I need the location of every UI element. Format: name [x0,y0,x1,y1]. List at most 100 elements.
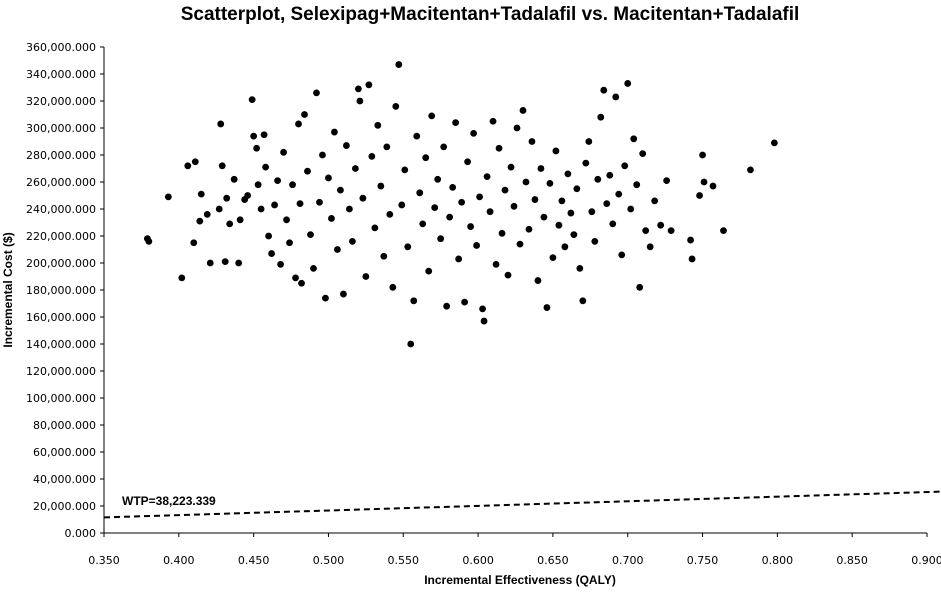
y-tick-label: 360,000.000 [26,41,96,54]
data-point [561,243,569,251]
data-point [534,277,542,284]
data-point [479,305,486,313]
data-point [600,86,608,94]
y-tick-label: 140,000.000 [26,338,96,351]
data-point [298,279,305,287]
data-point [203,211,211,218]
data-point [486,208,494,216]
data-point [770,139,778,147]
y-tick-label: 160,000.000 [26,311,96,324]
wtp-label: WTP=38,223.339 [122,494,216,508]
data-point [235,259,243,267]
y-tick-label: 100,000.000 [26,392,96,405]
data-point [621,162,629,170]
data-point [377,182,385,190]
data-point [624,80,632,87]
data-point [588,208,596,216]
data-point [636,283,644,291]
x-tick-label: 0.650 [537,554,569,567]
data-point [519,107,527,114]
data-point [516,240,524,248]
data-point [313,89,320,97]
data-point [633,181,641,189]
x-tick-label: 0.850 [836,554,868,567]
data-point [522,178,530,186]
data-point [362,273,370,280]
data-point [642,227,650,235]
data-point [489,117,497,125]
y-tick-label: 0.000 [65,527,97,540]
data-point [504,271,512,279]
data-point [217,120,225,128]
data-point [351,165,359,172]
data-point [646,243,654,251]
data-point [322,294,329,302]
data-point [579,297,587,305]
data-point [688,255,696,263]
data-point [657,221,665,229]
data-point [464,158,472,166]
data-point [612,93,620,101]
data-point [618,251,626,259]
data-point [244,192,252,199]
data-point [639,150,647,158]
data-point [277,260,284,268]
y-axis-ticks: 0.000 20,000.000 40,000.000 60,000.000 80,00… [26,41,104,540]
data-point [301,111,308,118]
data-point [597,113,605,121]
data-point [747,166,754,174]
y-tick-label: 300,000.000 [26,122,96,135]
y-tick-label: 60,000.000 [33,446,96,459]
data-point [507,163,515,171]
data-point [365,81,373,89]
data-point [337,186,344,194]
data-point [615,190,623,198]
data-point [386,211,394,218]
data-point [319,151,326,159]
x-axis-ticks: 0.350 0.400 0.450 0.500 0.550 0.600 0.650 0.700… [88,533,941,567]
data-point [223,194,231,202]
data-point [552,147,560,155]
data-point [280,148,287,156]
y-tick-label: 200,000.000 [26,257,96,270]
y-tick-label: 80,000.000 [33,419,96,432]
data-point [651,197,659,205]
data-point [325,174,332,182]
data-point [531,196,539,203]
data-point [307,231,314,239]
data-point [286,239,293,247]
y-tick-label: 220,000.000 [26,230,96,243]
data-point [368,152,376,160]
data-point [380,252,388,260]
data-point [570,231,578,239]
data-point [348,238,356,245]
x-tick-label: 0.600 [462,554,494,567]
data-point [401,166,409,174]
data-point [540,213,548,221]
y-tick-label: 240,000.000 [26,203,96,216]
y-axis-title: Incremental Cost ($) [1,232,15,347]
data-point [404,243,412,251]
y-tick-label: 260,000.000 [26,176,96,189]
data-point [501,186,509,194]
data-point [253,144,261,152]
x-tick-label: 0.400 [163,554,195,567]
data-point [663,177,671,185]
data-point [356,97,364,105]
data-point [218,162,226,170]
data-point [537,165,545,172]
x-tick-label: 0.350 [88,554,120,567]
data-point [164,193,172,201]
data-point [383,143,391,151]
data-point [558,197,566,205]
data-points [143,61,778,348]
data-point [392,103,400,110]
x-tick-label: 0.900 [911,554,941,567]
data-point [609,220,617,228]
data-point [398,201,406,209]
data-point [425,267,433,275]
data-point [467,223,475,230]
data-point [699,151,706,159]
data-point [483,173,491,181]
x-tick-label: 0.450 [238,554,270,567]
